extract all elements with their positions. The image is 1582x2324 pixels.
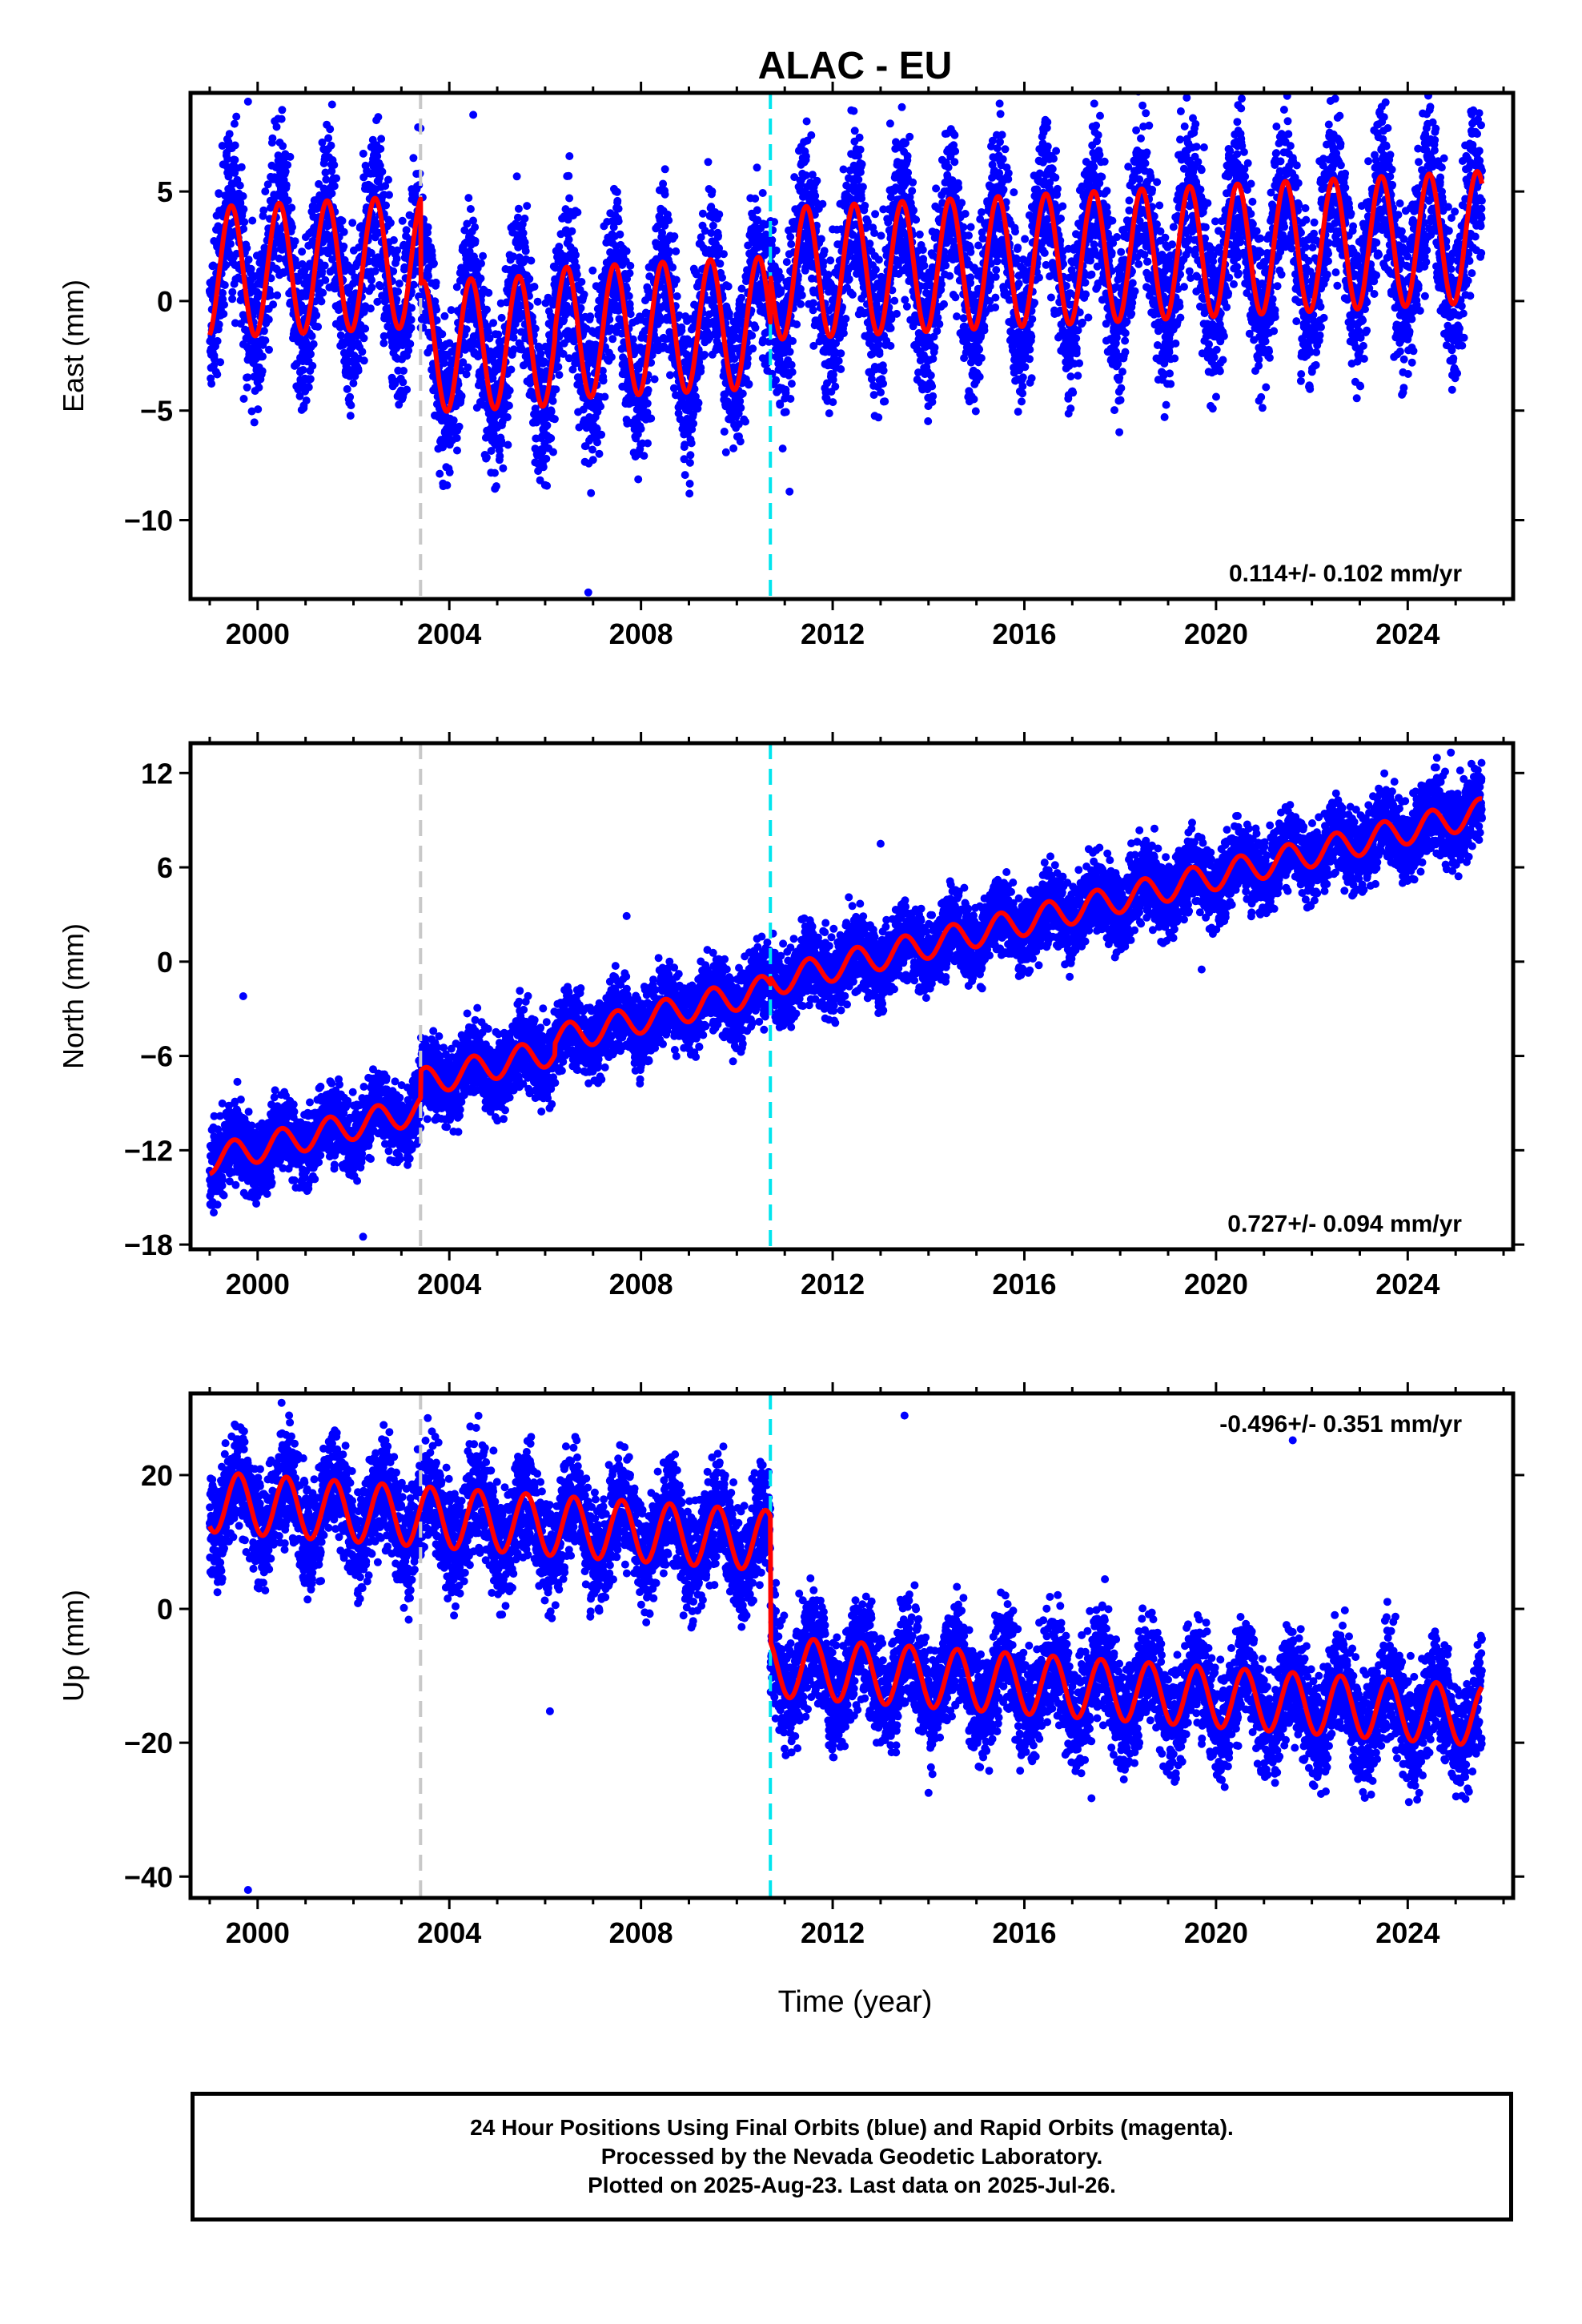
- up-daily-positions: [206, 1399, 1486, 1894]
- x-tick-label: 2012: [801, 617, 865, 650]
- y-axis-label: North (mm): [57, 923, 90, 1069]
- x-tick-label: 2016: [992, 617, 1056, 650]
- y-tick-label: −20: [124, 1727, 173, 1759]
- y-tick-label: 0: [157, 285, 173, 318]
- x-tick-label: 2020: [1184, 1916, 1248, 1949]
- x-axis-label: Time (year): [778, 1985, 933, 2019]
- x-tick-label: 2004: [417, 1916, 481, 1949]
- x-tick-label: 2000: [226, 1268, 290, 1301]
- x-tick-label: 2008: [609, 617, 673, 650]
- up-plot-area: [206, 1393, 1486, 1898]
- y-tick-label: −18: [124, 1228, 173, 1261]
- x-tick-label: 2004: [417, 617, 481, 650]
- x-tick-label: 2008: [609, 1268, 673, 1301]
- y-tick-label: −12: [124, 1134, 173, 1167]
- north-plot-area: [206, 743, 1486, 1249]
- x-tick-label: 2020: [1184, 617, 1248, 650]
- y-tick-label: −6: [140, 1040, 173, 1073]
- y-tick-label: 0: [157, 946, 173, 979]
- footer-line-3: Plotted on 2025-Aug-23. Last data on 202…: [588, 2171, 1116, 2200]
- y-tick-label: −10: [124, 505, 173, 537]
- footer-line-1: 24 Hour Positions Using Final Orbits (bl…: [470, 2113, 1234, 2142]
- x-tick-label: 2016: [992, 1916, 1056, 1949]
- up-panel: 2000 2004 2008 2012 2016 2020 2024 20 0 −20 −40 Up …: [57, 1382, 1524, 1949]
- y-tick-label: 5: [157, 175, 173, 208]
- x-tick-label: 2012: [801, 1268, 865, 1301]
- east-daily-positions: [206, 72, 1486, 597]
- footer-caption-box: 24 Hour Positions Using Final Orbits (bl…: [191, 2092, 1513, 2221]
- x-tick-label: 2000: [226, 1916, 290, 1949]
- x-tick-label: 2020: [1184, 1268, 1248, 1301]
- velocity-annotation: 0.114+/- 0.102 mm/yr: [1229, 561, 1462, 587]
- y-tick-label: 6: [157, 851, 173, 884]
- y-axis-label: East (mm): [57, 279, 90, 412]
- north-daily-positions: [206, 749, 1486, 1241]
- velocity-annotation: -0.496+/- 0.351 mm/yr: [1219, 1411, 1462, 1437]
- chart-title: ALAC - EU: [758, 45, 953, 87]
- east-panel: 2000 2004 2008 2012 2016 2020 2024 5 0 −5 −10 East …: [57, 72, 1524, 650]
- x-tick-label: 2008: [609, 1916, 673, 1949]
- y-tick-label: 0: [157, 1593, 173, 1626]
- x-tick-label: 2024: [1375, 1916, 1439, 1949]
- footer-line-2: Processed by the Nevada Geodetic Laborat…: [601, 2142, 1103, 2171]
- y-tick-label: −5: [140, 395, 173, 428]
- y-tick-label: 12: [141, 757, 173, 790]
- x-tick-label: 2016: [992, 1268, 1056, 1301]
- east-plot-area: [206, 72, 1486, 599]
- y-tick-label: −40: [124, 1860, 173, 1893]
- x-tick-label: 2004: [417, 1268, 481, 1301]
- x-tick-label: 2012: [801, 1916, 865, 1949]
- y-tick-label: 20: [141, 1459, 173, 1492]
- x-tick-label: 2024: [1375, 1268, 1439, 1301]
- x-tick-label: 2024: [1375, 617, 1439, 650]
- north-panel: 2000 2004 2008 2012 2016 2020 2024 12 6 0 −6 −12 −18…: [57, 732, 1524, 1301]
- north-axes-frame: [191, 743, 1513, 1249]
- y-axis-label: Up (mm): [57, 1590, 90, 1702]
- velocity-annotation: 0.727+/- 0.094 mm/yr: [1227, 1211, 1462, 1237]
- x-tick-label: 2000: [226, 617, 290, 650]
